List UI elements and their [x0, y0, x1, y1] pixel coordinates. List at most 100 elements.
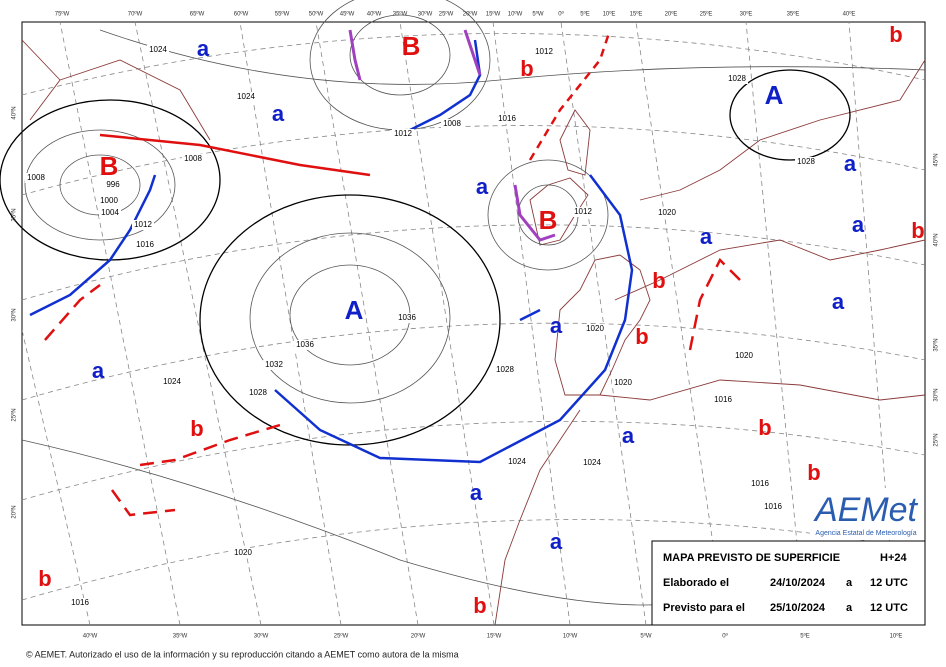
longitude-label: 40ºW	[367, 11, 382, 18]
low-pressure: B	[100, 151, 119, 181]
longitude-label: 35ºW	[173, 633, 188, 640]
isobar-label-bg	[441, 119, 463, 129]
info-label: Previsto para el	[663, 602, 745, 614]
isobar-label-bg	[762, 502, 784, 512]
map-shape	[99, 133, 371, 177]
map-shape	[59, 21, 181, 626]
longitude-label: 70ºW	[128, 11, 143, 18]
isobar-label-bg	[506, 457, 528, 467]
map-shape	[29, 29, 741, 517]
isobar-label-bg	[396, 313, 418, 323]
footer: © AEMET. Autorizado el uso de la informa…	[26, 649, 459, 659]
map-shape	[29, 174, 157, 317]
longitude-label: 65ºW	[190, 11, 205, 18]
map-shape	[399, 21, 495, 626]
isobar-label: 996	[106, 180, 120, 189]
isobar-label: 1020	[658, 208, 676, 217]
map-shape	[560, 21, 647, 626]
info-label: Elaborado el	[663, 577, 729, 589]
map-shape	[21, 33, 926, 96]
isobar-label: 1036	[398, 313, 416, 322]
isobar-label-bg	[712, 395, 734, 405]
map-shape	[528, 29, 612, 161]
isobar-label-bg	[572, 207, 594, 217]
isobar-label-bg	[232, 548, 254, 558]
isobar-label: 1028	[496, 365, 514, 374]
map-shape	[745, 21, 806, 626]
map-shape	[399, 39, 482, 137]
isobar-label-bg	[749, 479, 771, 489]
map-shape	[274, 174, 634, 464]
map-shape	[688, 257, 741, 351]
low-pressure: B	[402, 31, 421, 61]
map-shape	[0, 0, 926, 606]
map-shape	[139, 423, 281, 467]
relative-low: b	[190, 416, 203, 441]
latitude-label: 35ºN	[11, 208, 18, 221]
map-shape	[315, 21, 419, 626]
isobar-label: 1012	[535, 47, 553, 56]
map-shape	[494, 409, 581, 626]
longitude-label: 0º	[722, 633, 728, 640]
isobar-label-bg	[132, 220, 154, 230]
isobar-label: 1028	[797, 157, 815, 166]
latitude-label: 20ºN	[11, 505, 18, 518]
map-shape	[21, 21, 926, 626]
isobar-label: 1016	[136, 240, 154, 249]
isobar-label-bg	[795, 157, 817, 167]
longitude-label: 75ºW	[55, 11, 70, 18]
isobar-label: 1012	[394, 129, 412, 138]
isobar-label: 1016	[764, 502, 782, 511]
isobar-label: 1024	[583, 458, 601, 467]
isobar-label: 1012	[574, 207, 592, 216]
map-shape	[21, 21, 926, 626]
longitude-label: 55ºW	[275, 11, 290, 18]
info-date: 25/10/2024	[770, 602, 826, 614]
map-shape	[21, 125, 926, 196]
map-shape	[44, 284, 101, 341]
isobar-label: 1016	[751, 479, 769, 488]
isobar-label-bg	[161, 377, 183, 387]
relative-high: a	[197, 36, 210, 61]
longitude-label: 10ºE	[890, 633, 903, 640]
latitude-label: 40ºN	[11, 106, 18, 119]
isobar-label-bg	[496, 114, 518, 124]
longitude-label: 10ºE	[603, 11, 616, 18]
longitude-label: 10ºW	[508, 11, 523, 18]
isobar-label: 1020	[614, 378, 632, 387]
map-shape	[639, 59, 926, 201]
isobar-label-bg	[247, 388, 269, 398]
info-at: a	[846, 602, 853, 614]
relative-high: a	[550, 529, 563, 554]
info-time: 12 UTC	[870, 577, 908, 589]
isobar-label-bg	[134, 240, 156, 250]
logo-agency: Agencia Estatal de Meteorología	[815, 530, 916, 537]
longitude-label: 35ºW	[393, 11, 408, 18]
longitude-label: 40ºE	[843, 11, 856, 18]
map-shape	[651, 540, 926, 626]
longitude-label: 60ºW	[234, 11, 249, 18]
map-shape	[134, 21, 262, 626]
relative-high: a	[844, 151, 857, 176]
longitude-label: 0º	[558, 11, 564, 18]
map-shape	[559, 109, 591, 176]
relative-high: a	[832, 289, 845, 314]
longitude-label: 5ºW	[532, 11, 544, 18]
relative-low: b	[889, 22, 902, 47]
isobar-label-bg	[656, 208, 678, 218]
map-shape	[99, 29, 926, 85]
map-shape	[239, 21, 342, 626]
map-shape: AEMet Agencia Estatal de Meteorología	[810, 488, 922, 540]
isobar-label-bg	[494, 365, 516, 375]
info-lead: H+24	[880, 552, 907, 564]
latitude-label: 30ºN	[933, 388, 940, 401]
map-shape	[635, 21, 726, 626]
isobar-label-bg	[102, 180, 124, 190]
isobar-label-bg	[581, 458, 603, 468]
longitude-label: 25ºW	[439, 11, 454, 18]
map-shape	[519, 308, 541, 322]
isobar-label: 1016	[71, 598, 89, 607]
isobar-label: 1020	[586, 324, 604, 333]
relative-high: a	[92, 358, 105, 383]
